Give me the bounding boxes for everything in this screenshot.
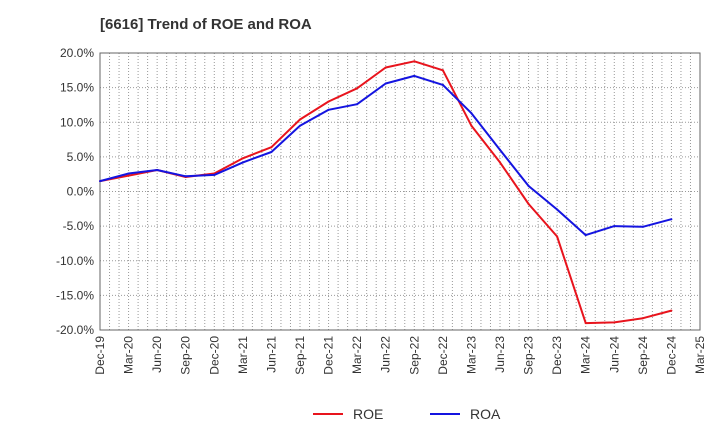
- x-tick-label: Sep-24: [636, 336, 650, 375]
- roa-point: [184, 175, 187, 178]
- roa-point: [413, 74, 416, 77]
- y-tick-label: 0.0%: [67, 185, 95, 199]
- roe-point: [299, 118, 301, 121]
- x-tick-label: Sep-20: [179, 336, 193, 375]
- roe-point: [127, 174, 130, 177]
- x-tick-label: Dec-22: [436, 336, 450, 375]
- roa-point: [613, 225, 616, 228]
- x-tick-label: Sep-23: [522, 336, 536, 375]
- y-tick-label: 5.0%: [67, 150, 95, 164]
- roe-point: [584, 322, 587, 325]
- x-tick-label: Dec-19: [93, 336, 107, 375]
- legend-roe-label: ROE: [353, 406, 383, 422]
- x-tick-label: Dec-20: [207, 336, 221, 375]
- roa-point: [299, 124, 301, 127]
- roa-point: [356, 103, 359, 106]
- roa-point: [584, 234, 587, 237]
- y-tick-label: 10.0%: [60, 115, 94, 129]
- y-tick-label: 20.0%: [60, 46, 94, 60]
- x-tick-label: Jun-23: [493, 336, 507, 373]
- x-tick-label: Jun-21: [264, 336, 278, 373]
- legend-roa-label: ROA: [470, 406, 501, 422]
- roa-point: [670, 218, 673, 221]
- roa-point: [99, 180, 101, 183]
- plot-border: [99, 52, 701, 331]
- roe-point: [499, 161, 501, 164]
- chart-title: [6616] Trend of ROE and ROA: [100, 16, 312, 33]
- roa-point: [384, 82, 387, 85]
- roe-point: [556, 235, 559, 238]
- x-tick-label: Mar-25: [693, 336, 707, 374]
- roe-point: [413, 60, 416, 63]
- y-tick-label: 15.0%: [60, 81, 94, 95]
- roa-point: [241, 161, 244, 164]
- roe-point: [356, 87, 359, 90]
- x-tick-label: Mar-23: [464, 336, 478, 374]
- roe-point: [613, 321, 616, 324]
- roa-point: [127, 172, 130, 175]
- roe-point: [384, 66, 387, 69]
- x-tick-label: Jun-24: [607, 336, 621, 373]
- roa-point: [556, 208, 559, 211]
- x-tick-label: Jun-22: [379, 336, 393, 373]
- roa-point: [213, 173, 216, 176]
- x-tick-label: Sep-21: [293, 336, 307, 375]
- roe-point: [641, 317, 644, 320]
- roa-point: [470, 112, 473, 115]
- roe-point: [270, 146, 273, 149]
- x-tick-label: Mar-21: [236, 336, 250, 374]
- roe-point: [670, 309, 673, 312]
- x-tick-label: Dec-23: [550, 336, 564, 375]
- y-tick-label: -15.0%: [56, 288, 94, 302]
- x-tick-label: Dec-21: [322, 336, 336, 375]
- y-tick-label: -10.0%: [56, 254, 94, 268]
- roa-point: [441, 83, 444, 86]
- y-tick-label: -20.0%: [56, 323, 94, 337]
- roa-point: [156, 169, 159, 171]
- x-tick-label: Mar-24: [579, 336, 593, 374]
- roe-point: [327, 100, 330, 103]
- roa-point: [499, 148, 501, 151]
- roe-point: [527, 203, 530, 205]
- x-tick-label: Jun-20: [150, 336, 164, 373]
- roa-point: [527, 185, 530, 187]
- roa-point: [270, 151, 273, 153]
- y-tick-label: -5.0%: [63, 219, 95, 233]
- x-tick-label: Mar-20: [122, 336, 136, 374]
- roe-point: [441, 69, 444, 72]
- roe-point: [470, 124, 473, 127]
- roa-point: [641, 225, 644, 228]
- x-tick-label: Dec-24: [664, 336, 678, 375]
- roe-point: [241, 157, 244, 160]
- x-tick-label: Mar-22: [350, 336, 364, 374]
- roa-point: [327, 108, 330, 111]
- x-tick-label: Sep-22: [407, 336, 421, 375]
